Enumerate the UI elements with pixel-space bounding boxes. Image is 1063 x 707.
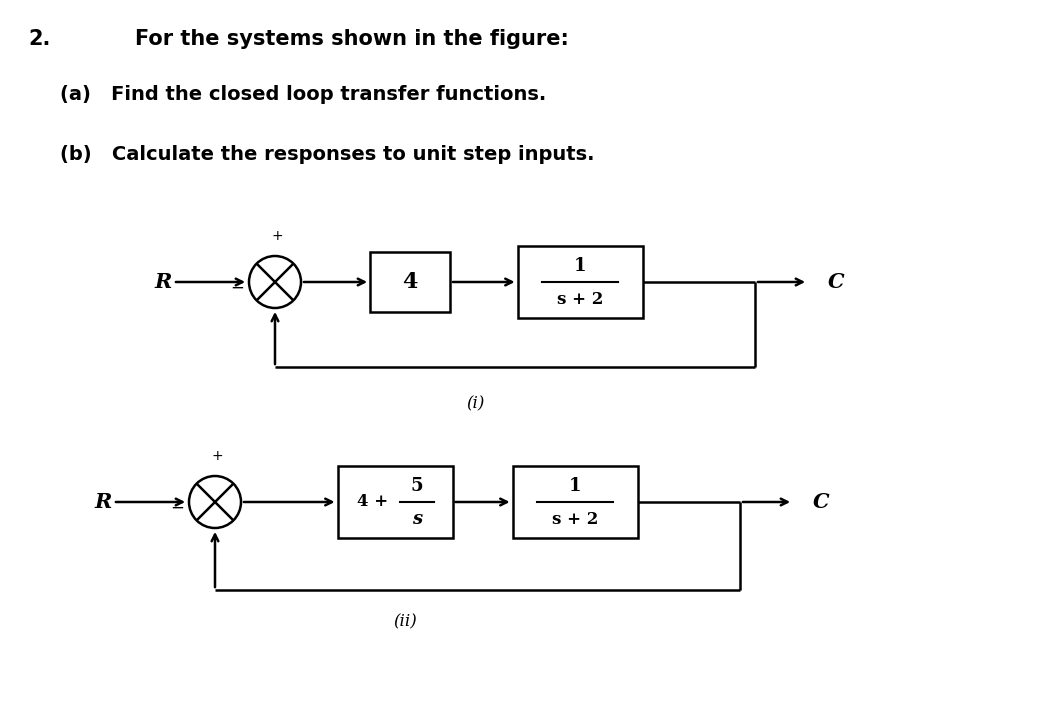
Text: 4: 4 [402, 271, 418, 293]
Text: s + 2: s + 2 [557, 291, 603, 308]
Text: s + 2: s + 2 [552, 511, 598, 529]
Text: For the systems shown in the figure:: For the systems shown in the figure: [135, 29, 569, 49]
Text: −: − [230, 279, 244, 297]
Text: s: s [412, 510, 422, 528]
Text: (b)   Calculate the responses to unit step inputs.: (b) Calculate the responses to unit step… [60, 145, 594, 164]
Circle shape [189, 476, 241, 528]
Text: R: R [154, 272, 172, 292]
Text: R: R [95, 492, 112, 512]
Text: C: C [828, 272, 845, 292]
Circle shape [249, 256, 301, 308]
Bar [370, 252, 450, 312]
Text: 4 +: 4 + [357, 493, 389, 510]
Text: −: − [170, 499, 184, 517]
Text: (i): (i) [466, 395, 484, 412]
Text: (ii): (ii) [393, 614, 417, 631]
Text: 2.: 2. [28, 29, 50, 49]
Text: +: + [212, 449, 223, 463]
Bar [512, 466, 638, 538]
Text: (a)   Find the closed loop transfer functions.: (a) Find the closed loop transfer functi… [60, 85, 546, 104]
Bar [337, 466, 453, 538]
Text: 1: 1 [574, 257, 587, 275]
Bar [518, 246, 642, 318]
Text: +: + [271, 229, 283, 243]
Text: C: C [813, 492, 829, 512]
Text: 5: 5 [410, 477, 423, 495]
Text: 1: 1 [569, 477, 581, 495]
